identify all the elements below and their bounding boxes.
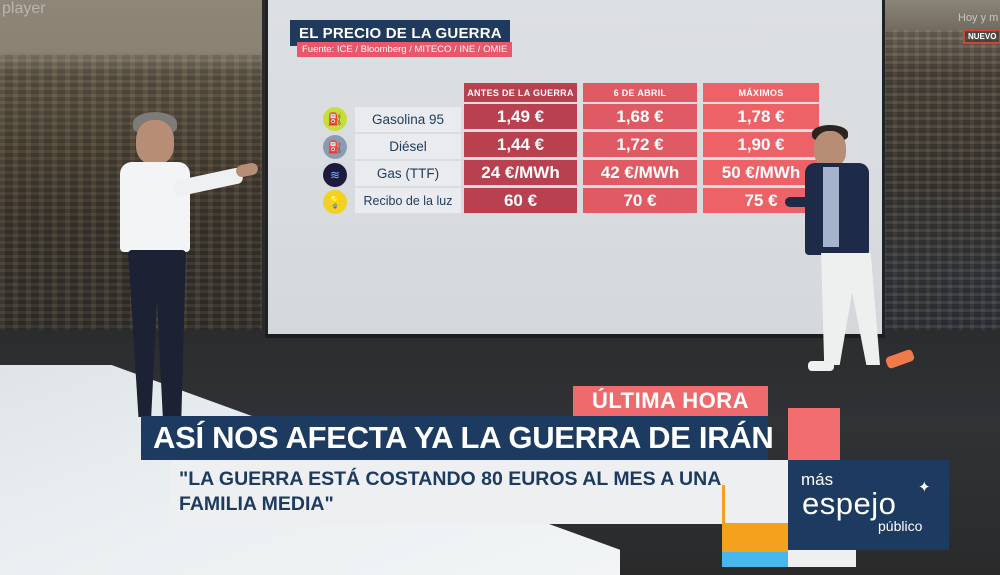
- table-cell: 1,49 €: [464, 104, 577, 129]
- decor-block-white-bottom: [788, 550, 856, 567]
- row-label-electricity-bill: Recibo de la luz: [355, 188, 461, 213]
- presenter-left: [118, 112, 268, 417]
- breaking-news-label: ÚLTIMA HORA: [573, 386, 768, 416]
- table-cell: 24 €/MWh: [464, 160, 577, 185]
- table-cell: 1,72 €: [583, 132, 697, 157]
- column-header-before-war: ANTES DE LA GUERRA: [464, 83, 577, 102]
- logo-line-1: más: [801, 470, 834, 489]
- table-cell: 1,78 €: [703, 104, 819, 129]
- table-cell: 1,44 €: [464, 132, 577, 157]
- fuel-nozzle-icon: ⛽: [323, 107, 347, 131]
- table-cell: 70 €: [583, 188, 697, 213]
- studio-backdrop-right: [882, 0, 1000, 360]
- decor-block-coral: [788, 408, 840, 460]
- table-cell: 50 €/MWh: [703, 160, 819, 185]
- graphic-source: Fuente: ICE / Bloomberg / MITECO / INE /…: [297, 42, 513, 57]
- video-wall-base: [265, 334, 885, 338]
- table-cell: 1,68 €: [583, 104, 697, 129]
- top-right-text: Hoy y m: [958, 12, 999, 24]
- graphic-title: EL PRECIO DE LA GUERRA: [290, 20, 510, 46]
- quote-banner: "LA GUERRA ESTÁ COSTANDO 80 EUROS AL MES…: [170, 460, 725, 524]
- headline-banner: ASÍ NOS AFECTA YA LA GUERRA DE IRÁN: [141, 416, 774, 460]
- row-label-gasoline: Gasolina 95: [355, 107, 461, 132]
- column-header-april-6: 6 DE ABRIL: [583, 83, 697, 102]
- logo-line-2: espejo: [802, 486, 897, 521]
- logo-line-3: público: [878, 518, 923, 534]
- new-badge: NUEVO: [963, 29, 1000, 44]
- sparkle-icon: ✦: [918, 479, 931, 496]
- row-label-gas-ttf: Gas (TTF): [355, 161, 461, 186]
- table-cell: 1,90 €: [703, 132, 819, 157]
- decor-block-white-top: [725, 460, 788, 523]
- gas-flame-icon: ≋: [323, 163, 347, 187]
- player-logo: player: [2, 0, 46, 17]
- show-logo: más espejo ✦ público: [788, 460, 949, 550]
- decor-block-blue: [722, 552, 788, 567]
- column-header-max: MÁXIMOS: [703, 83, 819, 102]
- fuel-nozzle-icon: ⛽: [323, 135, 347, 159]
- presenter-right: [785, 125, 920, 375]
- table-cell: 60 €: [464, 188, 577, 213]
- table-cell: 42 €/MWh: [583, 160, 697, 185]
- row-label-diesel: Diésel: [355, 134, 461, 159]
- lightbulb-icon: 💡: [323, 190, 347, 214]
